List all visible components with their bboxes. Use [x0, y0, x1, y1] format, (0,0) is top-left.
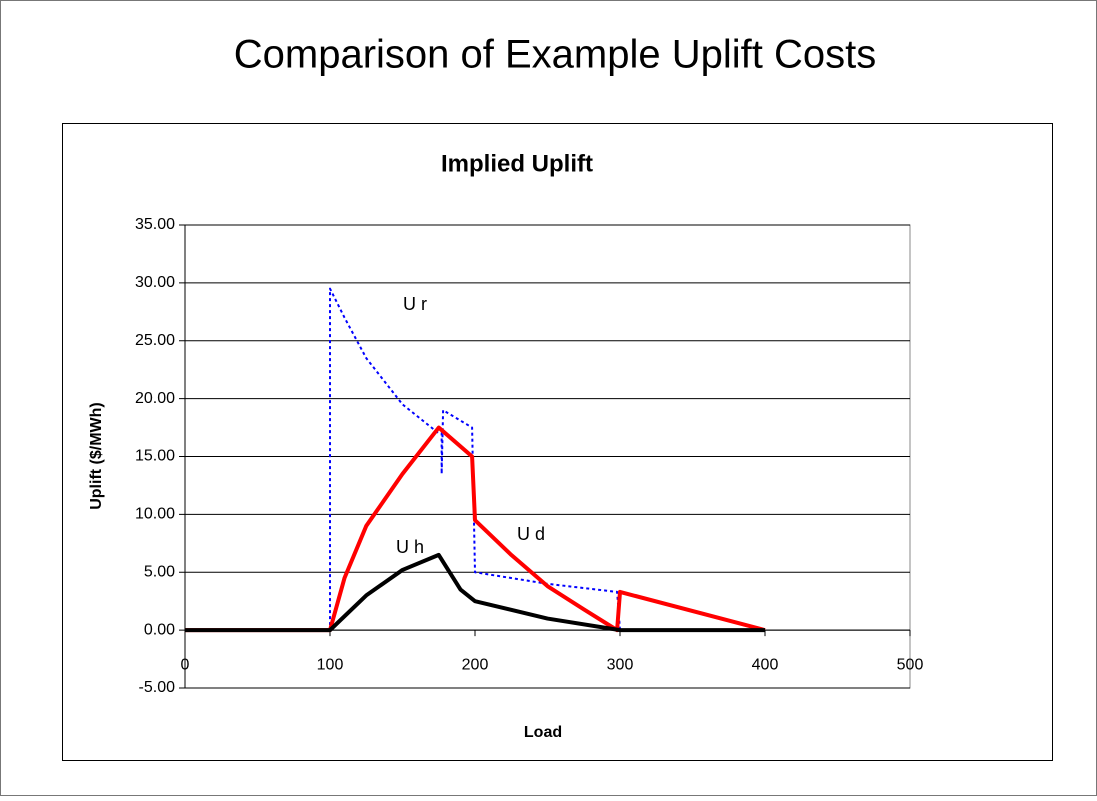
y-tick-label: 35.00: [135, 216, 175, 233]
series-label: U d: [517, 524, 545, 544]
series-line: [185, 552, 765, 633]
y-tick-label: 0.00: [144, 621, 175, 638]
x-axis-label: Load: [524, 724, 562, 741]
y-axis-label: Uplift ($/MWh): [88, 402, 105, 510]
x-tick-label: 500: [897, 656, 924, 673]
series-line: [185, 287, 765, 632]
x-tick-label: 100: [317, 656, 344, 673]
y-tick-label: 5.00: [144, 563, 175, 580]
y-tick-label: -5.00: [139, 679, 176, 696]
series-line: [185, 425, 766, 633]
y-tick-label: 30.00: [135, 274, 175, 291]
chart-box: [62, 123, 1053, 761]
series-label: U h: [396, 537, 424, 557]
slide-title: Comparison of Example Uplift Costs: [234, 33, 876, 77]
series-label: U r: [403, 294, 427, 314]
x-tick-label: 300: [607, 656, 634, 673]
y-tick-label: 20.00: [135, 390, 175, 407]
x-tick-label: 200: [462, 656, 489, 673]
y-tick-label: 15.00: [135, 448, 175, 465]
y-tick-label: 25.00: [135, 332, 175, 349]
y-tick-label: 10.00: [135, 506, 175, 523]
x-tick-label: 0: [181, 656, 190, 673]
chart-title: Implied Uplift: [441, 150, 593, 177]
x-tick-label: 400: [752, 656, 779, 673]
